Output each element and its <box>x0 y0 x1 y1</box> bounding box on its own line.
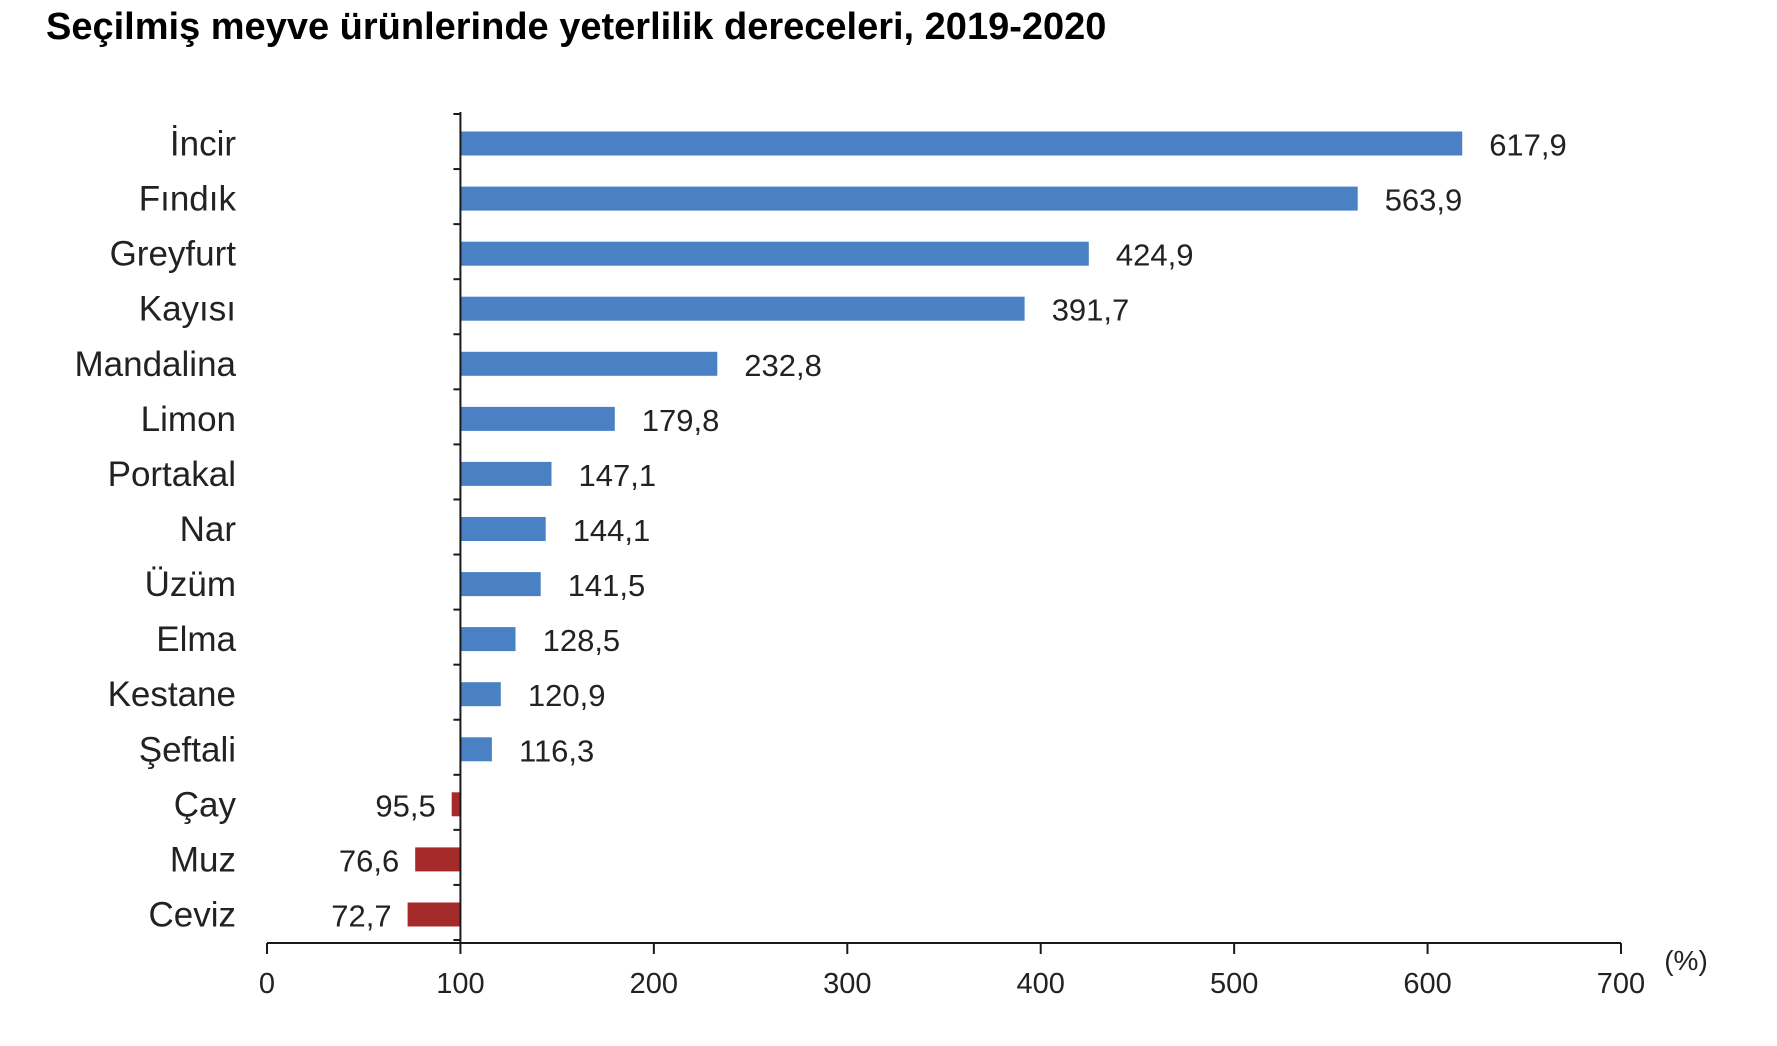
category-label: İncir <box>170 125 236 164</box>
axes-layer <box>267 112 1621 944</box>
category-label: Fındık <box>139 180 237 219</box>
chart-title: Seçilmiş meyve ürünlerinde yeterlilik de… <box>46 6 1107 48</box>
data-label: 144,1 <box>573 513 651 548</box>
bar <box>460 131 1463 156</box>
data-label: 120,9 <box>528 678 606 713</box>
bar <box>460 241 1089 266</box>
data-label: 128,5 <box>543 623 621 658</box>
data-label: 563,9 <box>1385 183 1463 218</box>
category-label: Muz <box>170 840 236 879</box>
category-label: Nar <box>180 510 237 549</box>
data-label: 147,1 <box>579 458 657 493</box>
bar <box>451 792 461 817</box>
bar <box>460 351 718 376</box>
bar <box>460 406 615 431</box>
category-label: Şeftali <box>139 730 236 769</box>
category-label: Limon <box>141 400 236 439</box>
bar <box>415 847 461 872</box>
bar <box>460 296 1025 321</box>
labels-layer: İncir 617,9 Fındık 563,9 Greyfurt 424,9 Kayısı… <box>75 113 1645 1000</box>
x-tick-label: 0 <box>259 968 275 1000</box>
x-tick-label: 600 <box>1403 968 1451 1000</box>
data-label: 424,9 <box>1116 238 1194 273</box>
category-label: Çay <box>174 785 237 824</box>
bar <box>460 572 541 597</box>
bar <box>460 682 501 707</box>
data-label: 72,7 <box>331 899 391 934</box>
bar <box>460 461 552 486</box>
x-tick-label: 100 <box>436 968 484 1000</box>
category-label: Ceviz <box>148 896 236 935</box>
data-label: 232,8 <box>744 348 822 383</box>
category-label: Üzüm <box>145 565 236 604</box>
category-label: Kayısı <box>139 290 236 329</box>
bar <box>407 902 461 927</box>
x-tick-label: 500 <box>1210 968 1258 1000</box>
bar <box>460 627 516 652</box>
category-label: Elma <box>156 620 236 659</box>
x-tick-label: 700 <box>1597 968 1645 1000</box>
category-label: Kestane <box>108 675 236 714</box>
data-label: 179,8 <box>642 403 720 438</box>
x-tick-label: 200 <box>630 968 678 1000</box>
bars-layer <box>407 131 1463 927</box>
data-label: 116,3 <box>519 733 594 768</box>
bar <box>460 186 1358 211</box>
data-label: 141,5 <box>568 568 646 603</box>
category-label: Greyfurt <box>110 235 237 274</box>
x-tick-label: 300 <box>823 968 871 1000</box>
data-label: 76,6 <box>339 843 399 878</box>
data-label: 617,9 <box>1489 128 1567 163</box>
bar <box>460 737 492 762</box>
category-label: Mandalina <box>75 345 237 384</box>
data-label: 391,7 <box>1052 293 1130 328</box>
data-label: 95,5 <box>375 788 435 823</box>
x-tick-label: 400 <box>1017 968 1065 1000</box>
category-label: Portakal <box>108 455 236 494</box>
bar <box>460 517 546 541</box>
x-axis-unit-label: (%) <box>1664 945 1708 976</box>
